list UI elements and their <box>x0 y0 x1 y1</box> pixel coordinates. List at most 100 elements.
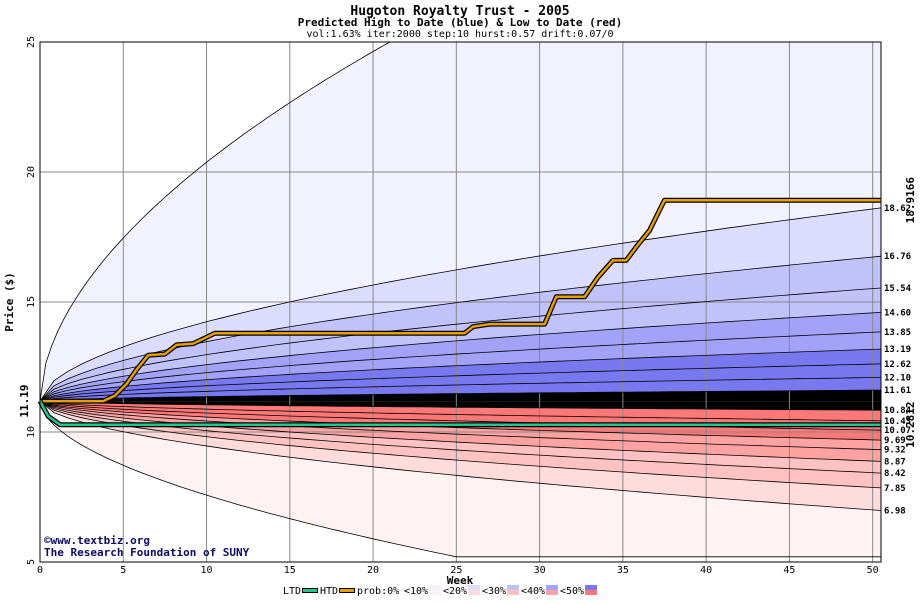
chart-title: Hugoton Royalty Trust - 2005 <box>350 4 569 19</box>
credit-organization: The Research Foundation of SUNY <box>44 546 250 559</box>
high-probability-band <box>40 256 881 402</box>
percentile-line <box>39 400 882 411</box>
x-tick-label: 35 <box>617 565 629 576</box>
y-tick-label: 25 <box>26 36 37 48</box>
y-axis-label: Price ($) <box>3 272 16 332</box>
percentile-line <box>39 400 882 474</box>
high-probability-band <box>40 331 881 402</box>
x-tick-label: 25 <box>450 565 462 576</box>
ltd-final-label: 10.2812 <box>904 402 917 448</box>
legend-swatch-blue <box>507 585 519 590</box>
percentile-line <box>39 400 882 511</box>
start-price-label: 11.19 <box>18 384 31 417</box>
low-probability-band <box>40 401 881 474</box>
low-percentile-label: 9.32 <box>884 446 906 456</box>
high-probability-band <box>40 363 881 402</box>
y-tick-label: 5 <box>26 559 37 565</box>
low-percentile-label: 10.43 <box>884 417 911 427</box>
legend-swatch-red <box>429 590 441 595</box>
x-axis-label: Week <box>447 574 474 587</box>
legend: LTD HTD prob:0% <10% <20% <30% <40% <50% <box>283 585 597 597</box>
percentile-line <box>39 400 882 431</box>
low-percentile-label: 10.07 <box>884 426 911 436</box>
low-percentile-label: 7.85 <box>884 484 906 494</box>
high-probability-band <box>40 207 881 402</box>
legend-swatch-red <box>585 590 597 595</box>
high-percentile-label: 18.62 <box>884 204 911 214</box>
legend-label: HTD <box>320 586 338 597</box>
x-tick-label: 20 <box>367 565 379 576</box>
percentile-line <box>39 287 882 402</box>
legend-label: <40% <box>521 586 545 597</box>
high-probability-band <box>40 390 881 402</box>
y-tick-label: 10 <box>26 426 37 438</box>
htd-legend-fill <box>340 589 354 592</box>
percentile-line <box>39 377 882 402</box>
percentile-line <box>39 400 882 451</box>
percentile-labels: 18.62 16.76 15.54 14.60 13.85 13.19 12.62 12.10… <box>884 204 912 517</box>
low-percentile-label: 8.87 <box>884 457 906 467</box>
percentile-line <box>39 400 882 489</box>
percentile-line <box>39 400 881 558</box>
low-probability-band <box>40 401 881 557</box>
htd-line <box>40 198 881 403</box>
htd-final-label: 18.9166 <box>904 177 917 224</box>
high-probability-band <box>40 377 881 402</box>
x-axis-ticks: 0 5 10 15 20 25 30 35 40 45 50 <box>37 565 879 576</box>
high-percentile-label: 14.60 <box>884 308 911 318</box>
credit-website: ©www.textbiz.org <box>44 534 150 547</box>
legend-swatch-red <box>507 590 519 595</box>
legend-swatch-red <box>546 590 558 595</box>
y-tick-label: 15 <box>26 296 37 308</box>
plot-frame <box>39 41 882 563</box>
percentile-line <box>39 400 882 441</box>
legend-swatch-red <box>468 590 480 595</box>
x-tick-label: 15 <box>284 565 296 576</box>
grid-lines <box>40 42 881 562</box>
low-percentile-label: 9.69 <box>884 436 906 446</box>
y-tick-label: 20 <box>26 166 37 178</box>
high-probability-band <box>40 288 881 402</box>
legend-label: <30% <box>482 586 506 597</box>
low-percentile-label: 6.98 <box>884 507 906 517</box>
legend-label: <10% <box>404 586 428 597</box>
low-probability-band <box>40 401 881 462</box>
legend-swatch-blue <box>546 585 558 590</box>
chart-subtitle: Predicted High to Date (blue) & Low to D… <box>298 16 623 29</box>
high-percentile-label: 13.85 <box>884 328 911 338</box>
chart-parameters: vol:1.63% iter:2000 step:10 hurst:0.57 d… <box>306 29 613 40</box>
low-probability-band <box>40 401 881 450</box>
series-lines <box>37 197 881 428</box>
percentile-line <box>39 389 882 402</box>
low-probability-band <box>40 401 881 511</box>
x-tick-label: 10 <box>201 565 213 576</box>
low-percentile-label: 8.42 <box>884 469 906 479</box>
low-probability-band <box>40 401 881 441</box>
x-tick-label: 50 <box>867 565 879 576</box>
percentile-line <box>39 207 882 402</box>
legend-swatch-blue <box>585 585 597 590</box>
plot-border <box>39 41 882 563</box>
percentile-lines <box>39 41 882 558</box>
high-percentile-label: 12.10 <box>884 373 911 383</box>
probability-bands <box>40 42 881 557</box>
x-tick-label: 30 <box>534 565 546 576</box>
x-tick-label: 45 <box>783 565 795 576</box>
high-percentile-label: 11.61 <box>884 386 911 396</box>
low-probability-band <box>40 401 881 421</box>
percentile-line <box>39 312 882 402</box>
high-probability-band <box>40 42 881 402</box>
high-probability-band <box>40 349 881 402</box>
high-probability-band <box>40 312 881 402</box>
y-axis-ticks: 5 10 15 20 25 <box>26 36 37 565</box>
high-percentile-label: 13.19 <box>884 345 911 355</box>
percentile-line <box>39 41 881 402</box>
ltd-line <box>38 400 881 426</box>
x-tick-label: 40 <box>700 565 712 576</box>
low-percentile-label: 10.84 <box>884 406 912 416</box>
legend-label: <20% <box>443 586 467 597</box>
legend-label: LTD <box>283 586 301 597</box>
percentile-line <box>39 331 882 402</box>
